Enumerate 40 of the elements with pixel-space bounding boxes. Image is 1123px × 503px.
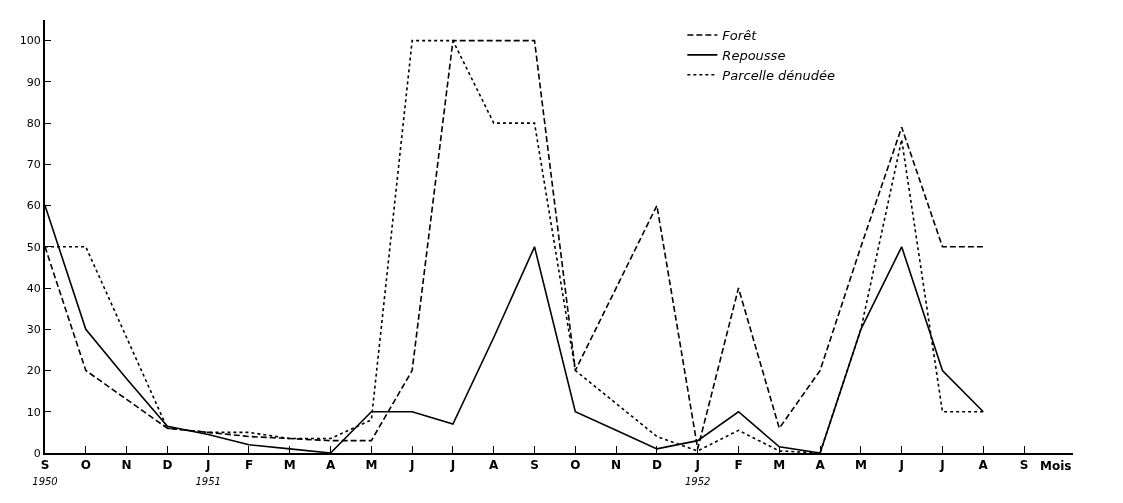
x-tick-label: D [651,458,662,473]
y-tick-label: 20 [26,364,41,378]
y-tick-label: 80 [26,116,41,130]
x-tick-label: F [734,458,743,473]
x-axis-title: Mois [1040,459,1072,473]
y-tick-label: 100 [19,34,41,48]
y-tick-label: 40 [26,281,41,295]
x-tick-label: N [121,458,132,473]
y-tick-label: 10 [26,405,41,419]
x-tick-label: M [854,458,867,473]
x-tick-label: M [773,458,786,473]
x-tick-label: D [162,458,173,473]
x-tick-label: A [325,458,336,473]
x-tick-label: A [978,458,989,473]
x-tick-label: J 1951 [195,458,221,487]
y-tick-label: 70 [26,158,41,172]
x-tick-label: O [80,458,91,473]
y-tick-label: 30 [26,323,41,337]
y-tick-label: 90 [26,75,41,89]
x-tick-label: N [611,458,622,473]
x-tick-label: F [244,458,254,473]
x-tick-label: J 1952 [684,458,711,487]
x-tick-label: J [898,458,904,473]
x-tick-label: M [365,458,378,473]
y-tick-label: 0 [33,446,41,460]
x-tick-label: S [1019,458,1029,473]
x-tick-label: A [489,458,500,473]
x-tick-label: M [283,458,296,473]
x-tick-label: A [815,458,826,473]
x-tick-label: S [530,458,539,473]
x-tick-label: S 1950 [32,458,58,487]
legend-label: Parcelle dénudée [722,67,835,83]
legend-label: Forêt [722,28,758,44]
x-tick-label: J [449,458,456,473]
legend-label: Repousse [722,47,786,63]
x-tick-label: J [408,458,415,473]
y-tick-label: 60 [26,199,41,213]
y-tick-label: 50 [26,240,41,254]
x-tick-label: O [570,458,581,473]
x-tick-label: J [939,458,945,473]
